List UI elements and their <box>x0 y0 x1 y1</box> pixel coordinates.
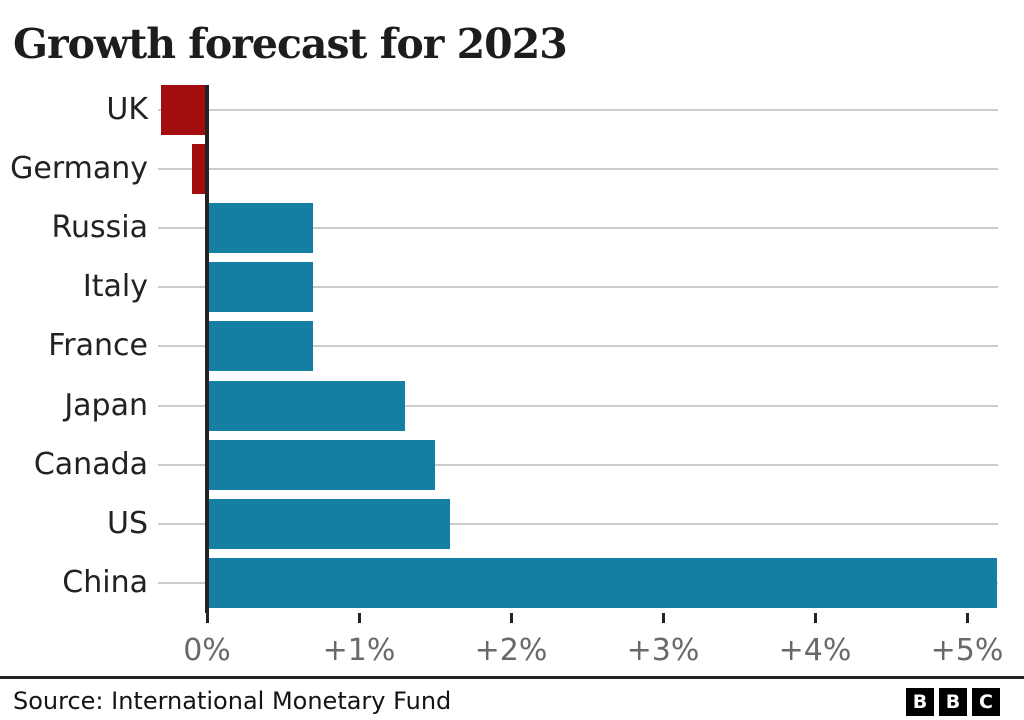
x-tick-label-2: +2% <box>474 633 548 668</box>
x-tick-label-5: +5% <box>930 633 1004 668</box>
category-label-us: US <box>106 505 148 541</box>
x-tick-label-4: +4% <box>778 633 852 668</box>
category-label-italy: Italy <box>82 269 148 305</box>
category-label-canada: Canada <box>33 446 148 482</box>
gridline-russia <box>158 227 998 230</box>
bbc-logo-letter-2: B <box>939 688 967 716</box>
category-label-uk: UK <box>106 92 148 127</box>
bbc-logo-letter-1: B <box>906 688 934 716</box>
x-tick-mark-3 <box>661 613 665 623</box>
x-tick-label-3: +3% <box>626 633 700 668</box>
bbc-logo-letter-3: C <box>972 688 1000 716</box>
category-label-germany: Germany <box>10 151 148 187</box>
gridline-japan <box>158 404 998 407</box>
gridline-france <box>158 345 998 348</box>
x-tick-mark-2 <box>509 613 513 623</box>
x-tick-mark-4 <box>813 613 817 623</box>
bar-germany <box>191 144 207 195</box>
y-axis-line <box>205 85 209 613</box>
gridline-uk <box>158 109 998 111</box>
bar-france <box>207 321 314 372</box>
category-label-china: China <box>62 564 148 600</box>
gridline-italy <box>158 286 998 289</box>
x-tick-mark-5 <box>965 613 969 623</box>
bar-russia <box>207 203 314 254</box>
category-label-france: France <box>48 328 148 364</box>
bar-canada <box>207 439 435 490</box>
x-tick-mark-1 <box>357 613 361 623</box>
gridline-germany <box>158 168 998 171</box>
gridline-canada <box>158 463 998 466</box>
x-tick-label-1: +1% <box>322 633 396 668</box>
category-label-japan: Japan <box>64 387 148 423</box>
x-tick-label-0: 0% <box>183 633 231 668</box>
bar-japan <box>207 380 405 431</box>
category-label-russia: Russia <box>51 210 149 246</box>
gridline-us <box>158 522 998 525</box>
bar-italy <box>207 262 314 313</box>
source-text: Source: International Monetary Fund <box>13 687 452 715</box>
bar-china <box>207 557 998 608</box>
chart-title: Growth forecast for 2023 <box>13 20 568 68</box>
x-tick-mark-0 <box>205 613 209 623</box>
footer-divider <box>0 676 1024 679</box>
bar-us <box>207 498 451 549</box>
bar-uk <box>161 85 207 135</box>
